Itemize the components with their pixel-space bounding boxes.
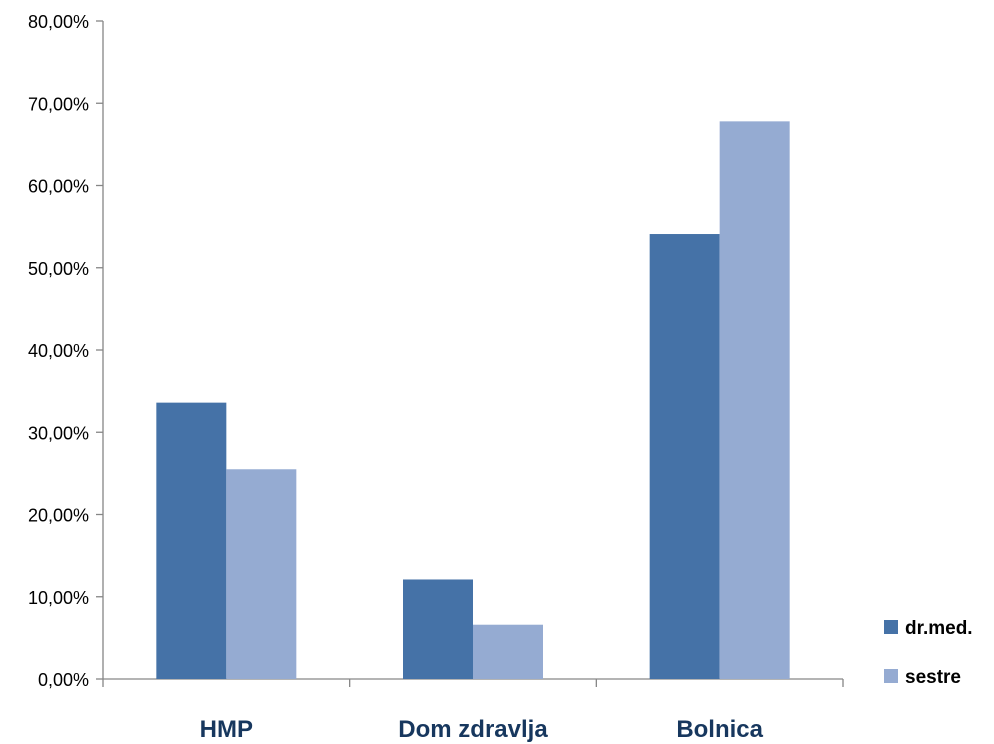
bar-drmed-0 xyxy=(156,402,227,679)
y-tick-label: 10,00% xyxy=(28,588,89,608)
y-tick-label: 70,00% xyxy=(28,94,89,114)
x-category-label: Bolnica xyxy=(676,716,763,743)
bar-drmed-2 xyxy=(649,234,720,679)
legend-label: dr.med. xyxy=(905,618,973,639)
y-tick-label: 50,00% xyxy=(28,259,89,279)
bar-sestre-0 xyxy=(226,469,297,679)
y-axis: 0,00% 10,00% 20,00% 30,00% 40,00% 50,00% 60,00… xyxy=(28,12,104,690)
bars xyxy=(156,121,790,680)
legend-swatch xyxy=(884,620,898,634)
x-category-label: Dom zdravlja xyxy=(398,716,548,743)
y-tick-label: 30,00% xyxy=(28,423,89,443)
y-tick-label: 0,00% xyxy=(38,670,89,690)
bar-sestre-2 xyxy=(719,121,790,680)
y-tick-label: 40,00% xyxy=(28,341,89,361)
y-tick-label: 80,00% xyxy=(28,12,89,32)
x-category-label: HMP xyxy=(200,716,253,743)
x-axis: HMP Dom zdravlja Bolnica xyxy=(102,678,844,743)
bar-sestre-1 xyxy=(473,624,543,679)
legend-label: sestre xyxy=(905,667,961,688)
legend-swatch xyxy=(884,669,898,683)
y-tick-label: 20,00% xyxy=(28,506,89,526)
bar-drmed-1 xyxy=(403,579,473,679)
y-tick-label: 60,00% xyxy=(28,177,89,197)
legend: dr.med. sestre xyxy=(884,618,973,688)
